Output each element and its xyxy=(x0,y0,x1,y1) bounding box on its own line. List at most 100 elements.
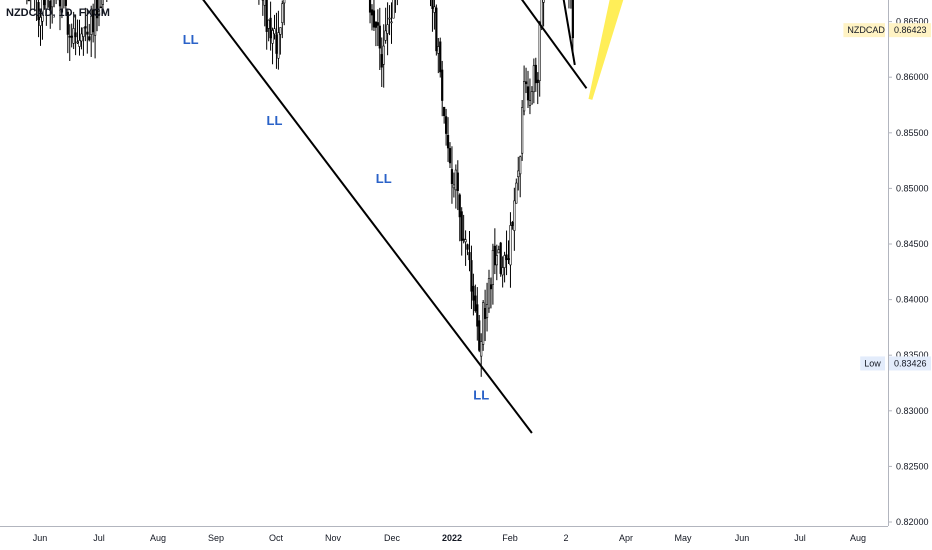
pattern-label-ll[interactable]: LL xyxy=(183,32,199,47)
candle-body xyxy=(378,25,381,49)
candle-body xyxy=(474,295,477,312)
candle-body xyxy=(80,33,83,42)
candle-body xyxy=(489,284,493,290)
candle-body xyxy=(487,278,491,309)
candle-body xyxy=(82,27,85,37)
price-tag-name: NZDCAD xyxy=(847,25,885,35)
candle-body xyxy=(521,107,524,154)
candle-body xyxy=(448,148,452,164)
candle-body xyxy=(380,54,383,68)
candle-body xyxy=(482,302,485,345)
candle-body xyxy=(491,249,495,285)
candle-body xyxy=(464,239,467,243)
candle-body xyxy=(372,10,376,28)
candle-body xyxy=(60,0,64,13)
candle-body xyxy=(99,6,103,9)
candle-body xyxy=(269,17,272,39)
candle-body xyxy=(431,0,434,9)
pattern-label-ll[interactable]: LL xyxy=(267,113,283,128)
candle-body xyxy=(524,81,528,85)
candle-body xyxy=(542,0,545,3)
candle-body xyxy=(462,238,465,241)
candle-body xyxy=(497,249,500,254)
candle-body xyxy=(476,304,479,327)
candle-body xyxy=(384,30,387,41)
candle-body xyxy=(72,28,75,44)
candle-body xyxy=(472,285,475,301)
candle-body xyxy=(450,169,454,184)
candle-body xyxy=(509,225,512,266)
candle-body xyxy=(522,81,526,112)
x-tick-label: Oct xyxy=(269,533,284,543)
candle-body xyxy=(452,184,456,189)
candle-body xyxy=(275,34,278,54)
candle-body xyxy=(437,46,440,54)
candle-body xyxy=(382,45,385,65)
y-tick-label: 0.86000 xyxy=(896,72,929,82)
y-tick-label: 0.84000 xyxy=(896,295,929,305)
candle-body xyxy=(74,32,77,38)
candle-body xyxy=(271,30,274,44)
candle-body xyxy=(388,17,391,20)
candle-body xyxy=(532,65,535,93)
x-tick-label: Feb xyxy=(502,533,518,543)
symbol-title[interactable]: NZDCAD, 1D, FXCM xyxy=(6,7,110,19)
candle-body xyxy=(37,2,40,20)
candle-body xyxy=(441,69,444,101)
bullish-arrow-annotation[interactable] xyxy=(588,0,743,100)
candle-body xyxy=(507,258,510,260)
x-tick-label: Jun xyxy=(735,533,750,543)
x-tick-label: Jun xyxy=(33,533,48,543)
y-tick-label: 0.85000 xyxy=(896,183,929,193)
candle-body xyxy=(88,36,91,41)
price-tag-value-bg xyxy=(889,23,931,38)
x-tick-label: Sep xyxy=(208,533,224,543)
y-tick-label: 0.85500 xyxy=(896,128,929,138)
candle-body xyxy=(466,244,469,250)
x-tick-label: Apr xyxy=(619,533,633,543)
price-tags: High0.904160.90385Avg0.87110NZDCAD0.8642… xyxy=(843,23,931,371)
candle-body xyxy=(513,200,516,231)
candle-body xyxy=(446,135,450,149)
x-tick-label: Aug xyxy=(850,533,866,543)
annotation-arrow-layer xyxy=(588,0,743,100)
candle-body xyxy=(505,254,508,261)
candle-body xyxy=(368,0,372,13)
y-tick-label: 0.83500 xyxy=(896,350,929,360)
candle-body xyxy=(43,0,46,6)
wedge-lower-line[interactable] xyxy=(549,0,576,66)
x-tick-label: Nov xyxy=(325,533,342,543)
pattern-labels-layer: LHLHLHHHLLLLLLLL xyxy=(183,32,489,403)
candle-body xyxy=(483,308,487,319)
candle-body xyxy=(263,0,266,6)
candle-body xyxy=(433,6,436,13)
candle-body xyxy=(76,41,79,44)
candle-body xyxy=(95,0,99,19)
pattern-label-ll[interactable]: LL xyxy=(376,171,392,186)
candle-body xyxy=(78,40,81,47)
candle-body xyxy=(511,222,514,227)
candle-body xyxy=(439,41,442,73)
price-tag-name-bg xyxy=(860,356,885,371)
time-axis[interactable]: Jun Jul Aug Sep Oct Nov Dec 2022 Feb 2 Apr May Jun Ju… xyxy=(33,533,866,543)
x-tick-label: Jul xyxy=(93,533,105,543)
x-tick-label: Dec xyxy=(384,533,401,543)
candle-body xyxy=(39,17,42,26)
pattern-label-ll[interactable]: LL xyxy=(473,388,489,403)
candle-body xyxy=(444,116,448,134)
candle-body xyxy=(267,19,270,29)
lower-channel-line[interactable] xyxy=(169,0,533,434)
candle-body xyxy=(58,0,62,7)
candle-body xyxy=(517,170,520,178)
price-tag-value: 0.86423 xyxy=(894,25,927,35)
candle-body xyxy=(376,22,379,26)
candle-body xyxy=(41,0,44,22)
candle-body xyxy=(70,35,73,38)
candle-body xyxy=(501,267,504,276)
upper-channel-line[interactable] xyxy=(206,0,588,89)
plot-background xyxy=(0,0,888,526)
price-axis[interactable]: 0.82000 0.82500 0.83000 0.83500 0.84000 0.845… xyxy=(888,0,929,527)
candle-body xyxy=(571,0,574,39)
candle-body xyxy=(499,242,502,274)
